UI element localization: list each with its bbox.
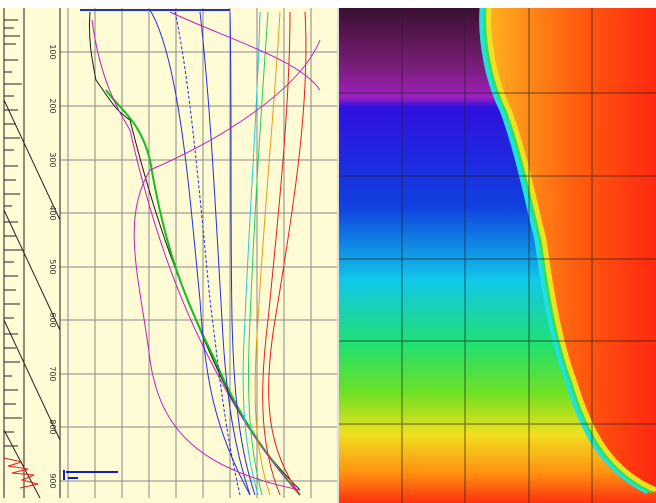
hot-region xyxy=(489,8,656,490)
depth-label: 100 xyxy=(48,44,57,59)
depth-label: 300 xyxy=(48,152,57,167)
depth-label: 400 xyxy=(48,205,57,220)
track-lines xyxy=(3,8,61,499)
curves xyxy=(80,9,321,496)
depth-label: 900 xyxy=(48,473,57,488)
blue-trace xyxy=(63,470,118,480)
depth-label: 700 xyxy=(48,366,57,381)
depth-labels: 100 200 300 400 500 600 700 800 900 xyxy=(48,44,57,488)
top-bar xyxy=(0,0,656,8)
depth-label: 600 xyxy=(48,312,57,327)
heatmap-grid xyxy=(338,8,656,503)
divider xyxy=(337,0,339,503)
depth-label: 500 xyxy=(48,259,57,274)
red-trace xyxy=(3,457,39,489)
depth-label: 800 xyxy=(48,419,57,434)
plot-panel xyxy=(0,0,337,503)
depth-label: 200 xyxy=(48,98,57,113)
front-bands xyxy=(479,7,656,495)
